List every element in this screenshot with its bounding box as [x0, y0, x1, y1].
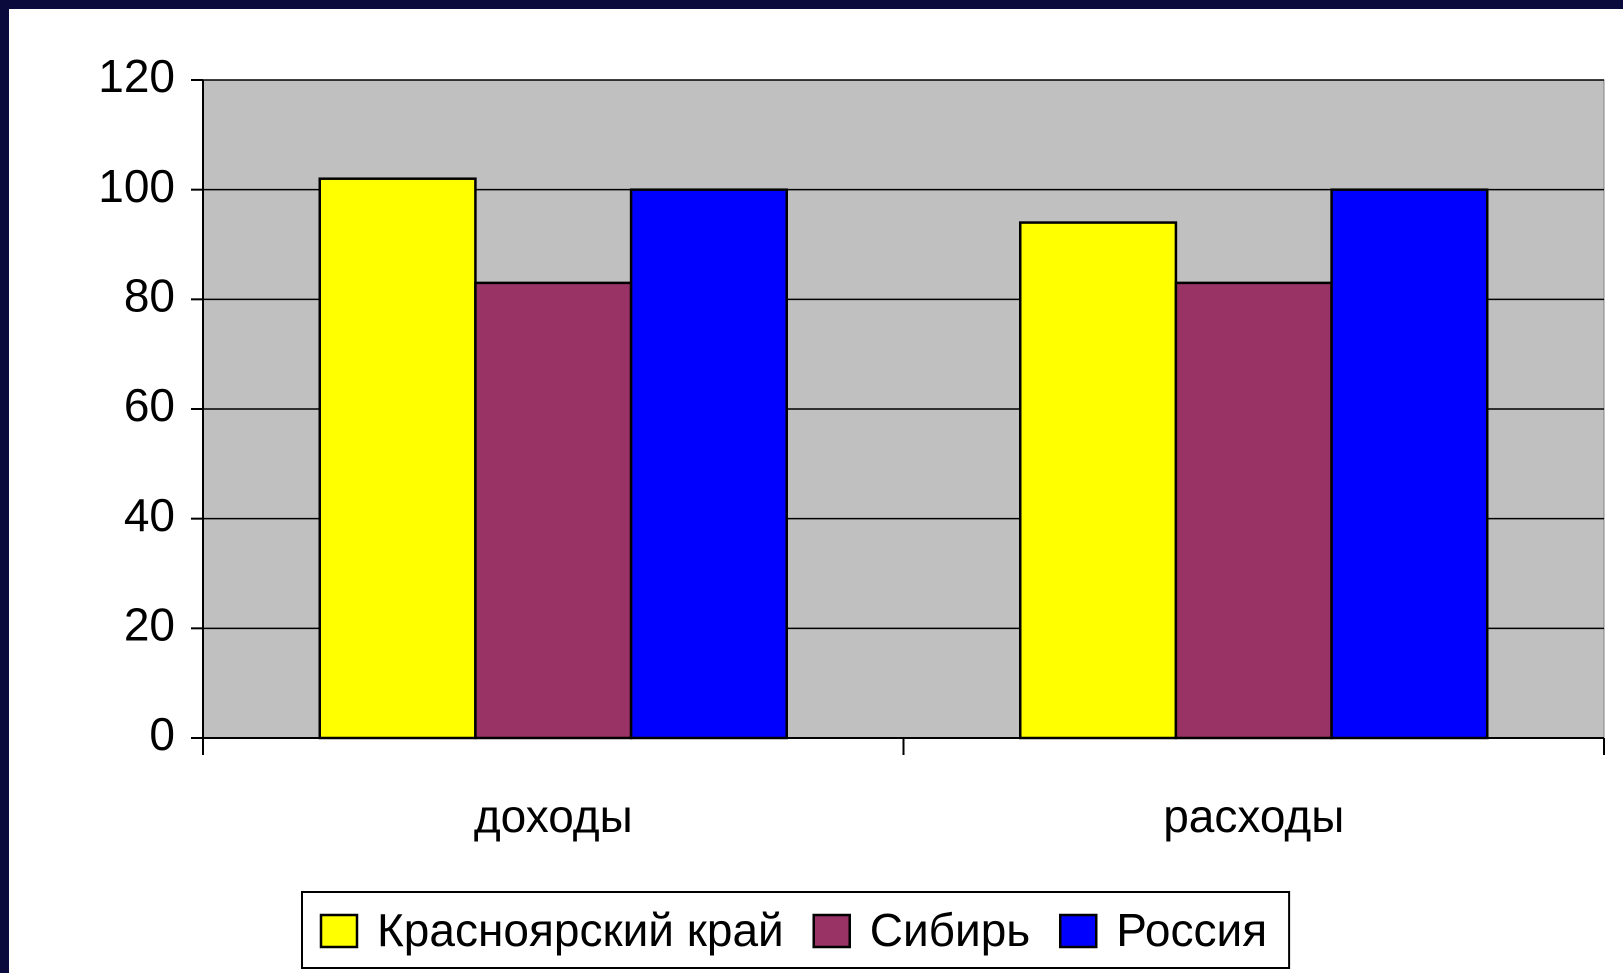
x-tick-label: расходы — [1163, 790, 1344, 842]
bar — [474, 281, 633, 740]
legend-label: Россия — [1116, 904, 1267, 956]
legend-swatch — [1059, 913, 1098, 949]
bar — [1019, 221, 1178, 740]
legend-swatch — [812, 913, 851, 949]
bar — [1174, 281, 1333, 740]
bar — [318, 177, 477, 740]
bar — [629, 188, 788, 740]
legend-label: Сибирь — [870, 904, 1031, 956]
y-tick-label: 20 — [124, 598, 175, 650]
x-tick-label: доходы — [474, 790, 633, 842]
legend — [301, 891, 1291, 969]
y-tick-label: 40 — [124, 489, 175, 541]
legend-swatch — [319, 913, 359, 949]
y-tick-label: 80 — [124, 269, 175, 321]
legend-label: Красноярский край — [377, 904, 784, 956]
y-tick-label: 60 — [124, 379, 175, 431]
bar — [1330, 188, 1489, 740]
y-tick-label: 120 — [98, 50, 175, 102]
y-tick-label: 0 — [149, 708, 175, 760]
y-tick-label: 100 — [98, 160, 175, 212]
